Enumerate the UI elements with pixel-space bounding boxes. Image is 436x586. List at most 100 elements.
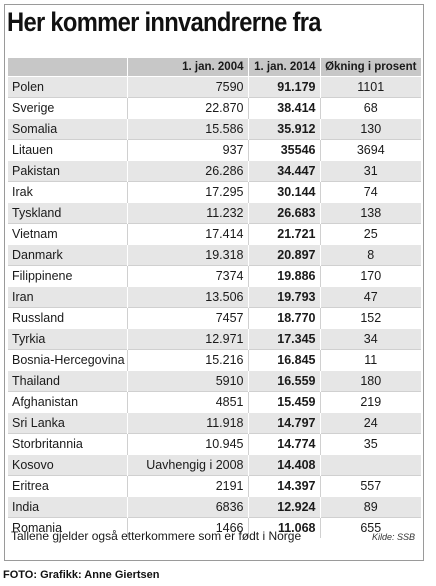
value-2004-cell: 11.918: [127, 412, 249, 434]
table-row: Tyskland 11.232 26.683 138: [8, 202, 421, 224]
table-row: Eritrea 2191 14.397 557: [8, 475, 421, 497]
country-cell: Danmark: [8, 244, 128, 266]
country-cell: Tyrkia: [8, 328, 128, 350]
value-2004-cell: 13.506: [127, 286, 249, 308]
value-2004-cell: 15.586: [127, 118, 249, 140]
percent-increase-cell: 31: [320, 160, 421, 182]
value-2004-cell: Uavhengig i 2008: [127, 454, 249, 476]
percent-increase-cell: 24: [320, 412, 421, 434]
country-cell: Irak: [8, 181, 128, 203]
value-2014-cell: 35546: [248, 139, 321, 161]
value-2004-cell: 4851: [127, 391, 249, 413]
table-row: Polen 7590 91.179 1101: [8, 76, 421, 98]
country-cell: Sverige: [8, 97, 128, 119]
country-cell: Afghanistan: [8, 391, 128, 413]
percent-increase-cell: 655: [320, 517, 421, 538]
country-cell: Eritrea: [8, 475, 128, 497]
table-header-row: 1. jan. 2004 1. jan. 2014 Økning i prose…: [8, 58, 421, 77]
value-2004-cell: 26.286: [127, 160, 249, 182]
table-row: Tyrkia 12.971 17.345 34: [8, 328, 421, 350]
value-2004-cell: 7590: [127, 76, 249, 98]
value-2004-cell: 1466: [127, 517, 249, 538]
country-cell: Iran: [8, 286, 128, 308]
percent-increase-cell: 34: [320, 328, 421, 350]
country-cell: Tyskland: [8, 202, 128, 224]
value-2004-cell: 10.945: [127, 433, 249, 455]
value-2014-cell: 18.770: [248, 307, 321, 329]
table-row: Russland 7457 18.770 152: [8, 307, 421, 329]
percent-increase-cell: 219: [320, 391, 421, 413]
table-row: Bosnia-Hercegovina 15.216 16.845 11: [8, 349, 421, 371]
column-header-2004: 1. jan. 2004: [127, 58, 249, 77]
value-2004-cell: 5910: [127, 370, 249, 392]
value-2014-cell: 21.721: [248, 223, 321, 245]
country-cell: Polen: [8, 76, 128, 98]
table-row: Afghanistan 4851 15.459 219: [8, 391, 421, 413]
value-2004-cell: 19.318: [127, 244, 249, 266]
country-cell: Pakistan: [8, 160, 128, 182]
value-2014-cell: 91.179: [248, 76, 321, 98]
percent-increase-cell: 1101: [320, 76, 421, 98]
country-cell: Romania: [8, 517, 128, 538]
percent-increase-cell: 8: [320, 244, 421, 266]
value-2004-cell: 7374: [127, 265, 249, 287]
percent-increase-cell: 25: [320, 223, 421, 245]
value-2014-cell: 30.144: [248, 181, 321, 203]
percent-increase-cell: 35: [320, 433, 421, 455]
infographic-title: Her kommer innvandrerne fra: [7, 7, 321, 37]
footnote: Tallene gjelder også etterkommere som er…: [11, 529, 302, 543]
value-2004-cell: 11.232: [127, 202, 249, 224]
value-2014-cell: 14.774: [248, 433, 321, 455]
value-2014-cell: 14.408: [248, 454, 321, 476]
percent-increase-cell: 170: [320, 265, 421, 287]
value-2004-cell: 12.971: [127, 328, 249, 350]
country-cell: Sri Lanka: [8, 412, 128, 434]
value-2014-cell: 14.797: [248, 412, 321, 434]
percent-increase-cell: 89: [320, 496, 421, 518]
table-row: Iran 13.506 19.793 47: [8, 286, 421, 308]
value-2014-cell: 26.683: [248, 202, 321, 224]
value-2014-cell: 14.397: [248, 475, 321, 497]
country-cell: Thailand: [8, 370, 128, 392]
country-cell: India: [8, 496, 128, 518]
table-row: Somalia 15.586 35.912 130: [8, 118, 421, 140]
table-row: India 6836 12.924 89: [8, 496, 421, 518]
table-row: Sri Lanka 11.918 14.797 24: [8, 412, 421, 434]
value-2014-cell: 35.912: [248, 118, 321, 140]
percent-increase-cell: 47: [320, 286, 421, 308]
table-row: Filippinene 7374 19.886 170: [8, 265, 421, 287]
infographic-card: Her kommer innvandrerne fra 1. jan. 2004…: [4, 4, 424, 561]
top-cropped-text: ‾‾‾‾‾: [4, 0, 28, 6]
value-2004-cell: 22.870: [127, 97, 249, 119]
country-cell: Storbritannia: [8, 433, 128, 455]
value-2014-cell: 20.897: [248, 244, 321, 266]
table-row: Thailand 5910 16.559 180: [8, 370, 421, 392]
value-2004-cell: 17.295: [127, 181, 249, 203]
value-2014-cell: 16.559: [248, 370, 321, 392]
table-row: Storbritannia 10.945 14.774 35: [8, 433, 421, 455]
value-2014-cell: 17.345: [248, 328, 321, 350]
table-row: Romania 1466 11.068 655: [8, 517, 421, 538]
percent-increase-cell: 130: [320, 118, 421, 140]
value-2014-cell: 12.924: [248, 496, 321, 518]
column-header-percent: Økning i prosent: [320, 58, 421, 77]
value-2014-cell: 11.068: [248, 517, 321, 538]
value-2004-cell: 17.414: [127, 223, 249, 245]
table-row: Sverige 22.870 38.414 68: [8, 97, 421, 119]
country-cell: Somalia: [8, 118, 128, 140]
percent-increase-cell: 3694: [320, 139, 421, 161]
value-2014-cell: 16.845: [248, 349, 321, 371]
value-2014-cell: 19.793: [248, 286, 321, 308]
percent-increase-cell: 152: [320, 307, 421, 329]
table-row: Kosovo Uavhengig i 2008 14.408: [8, 454, 421, 476]
value-2004-cell: 6836: [127, 496, 249, 518]
column-header-country: [8, 58, 128, 77]
table-row: Litauen 937 35546 3694: [8, 139, 421, 161]
percent-increase-cell: [320, 454, 421, 476]
table-row: Vietnam 17.414 21.721 25: [8, 223, 421, 245]
value-2014-cell: 34.447: [248, 160, 321, 182]
percent-increase-cell: 74: [320, 181, 421, 203]
percent-increase-cell: 11: [320, 349, 421, 371]
table-body: Polen 7590 91.179 1101 Sverige 22.870 38.414 68…: [8, 76, 421, 538]
country-cell: Russland: [8, 307, 128, 329]
